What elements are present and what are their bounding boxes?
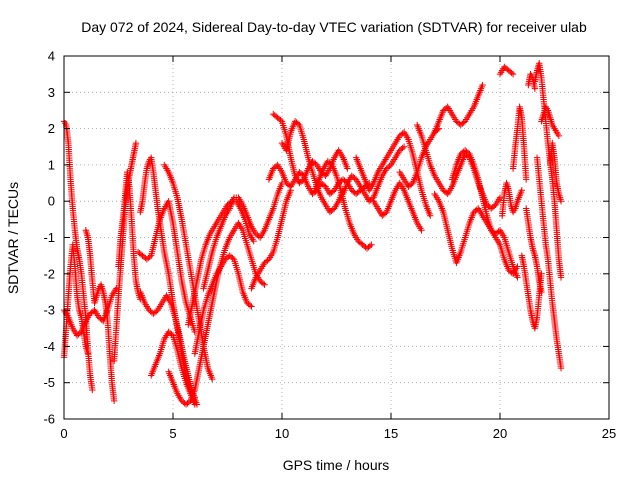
data-point	[518, 187, 525, 194]
chart-title: Day 072 of 2024, Sidereal Day-to-day VTE…	[81, 19, 587, 35]
data-point	[146, 253, 153, 261]
grid-lines	[64, 56, 609, 419]
data-point	[496, 194, 504, 201]
data-point	[557, 274, 565, 281]
data-point	[509, 70, 517, 78]
data-point	[514, 263, 521, 270]
data-point	[479, 81, 486, 89]
data-point	[250, 237, 257, 245]
x-tick-label: 25	[602, 426, 616, 441]
data-point	[294, 120, 302, 127]
data-point	[209, 375, 216, 383]
data-point	[132, 139, 140, 147]
y-tick-label: -4	[43, 339, 55, 354]
x-tick-label: 20	[493, 426, 507, 441]
data-point	[557, 198, 565, 205]
y-tick-label: -3	[43, 303, 55, 318]
y-tick-label: 1	[48, 157, 55, 172]
x-tick-label: 5	[169, 426, 176, 441]
data-point	[259, 280, 267, 287]
x-tick-label: 0	[60, 426, 67, 441]
data-point	[248, 303, 255, 310]
data-point	[366, 242, 374, 250]
y-tick-label: -2	[43, 266, 55, 281]
x-axis-title: GPS time / hours	[283, 457, 390, 473]
data-point	[399, 144, 406, 152]
data-point	[400, 143, 408, 150]
data-point	[191, 401, 198, 408]
data-point	[418, 227, 425, 234]
y-axis-title: SDTVAR / TECUs	[5, 182, 21, 294]
data-point	[538, 288, 545, 296]
y-tick-label: 2	[48, 121, 55, 136]
data-point	[168, 331, 175, 338]
x-tick-label: 15	[384, 426, 398, 441]
x-tick-label: 10	[275, 426, 289, 441]
data-point	[531, 85, 539, 92]
data-point	[261, 281, 268, 288]
data-point	[368, 241, 375, 248]
data-point	[84, 350, 92, 357]
y-tick-label: 4	[48, 49, 55, 64]
data-point	[514, 274, 521, 281]
data-point	[555, 132, 563, 140]
data-point	[277, 116, 284, 124]
y-tick-label: -5	[43, 375, 55, 390]
data-point	[557, 364, 565, 372]
y-tick-label: 3	[48, 85, 55, 100]
axes: 0 5 10 15 20 25 -6 -5 -4 -3 -2 -1 0 1 2 3 4	[43, 49, 616, 442]
data-point	[508, 69, 515, 77]
data-point	[110, 397, 118, 405]
data-point	[427, 212, 434, 219]
y-tick-label: -1	[43, 230, 55, 245]
data-series-sdtvar	[60, 60, 565, 408]
y-tick-label: 0	[48, 194, 55, 209]
data-point	[538, 270, 545, 277]
data-point	[89, 386, 96, 394]
data-point	[246, 302, 254, 309]
data-point	[522, 176, 530, 183]
data-point	[344, 165, 351, 172]
y-tick-label: -6	[43, 412, 55, 427]
data-point	[229, 254, 236, 262]
